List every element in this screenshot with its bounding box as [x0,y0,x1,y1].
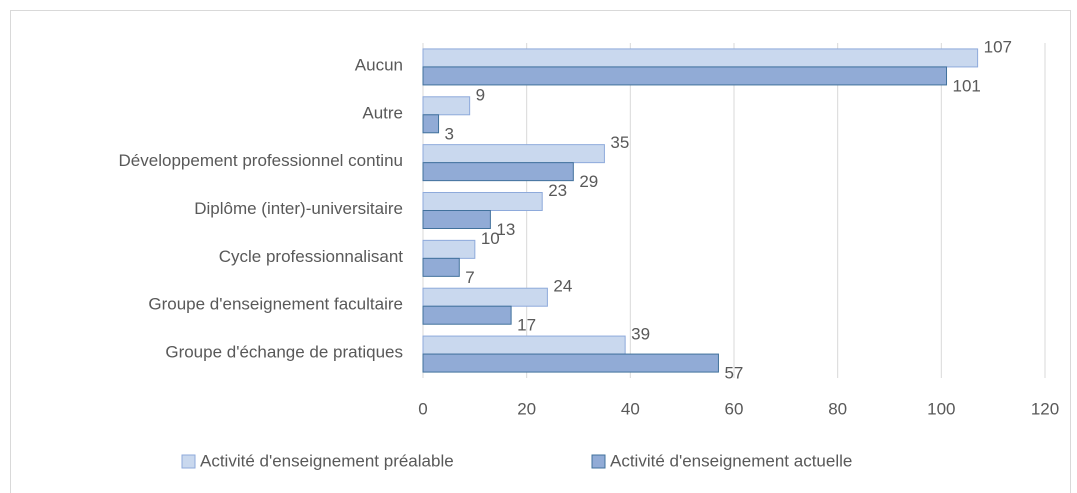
data-label: 24 [553,277,572,296]
x-tick-label: 40 [621,399,640,418]
data-label: 7 [465,268,474,287]
bar [422,353,719,373]
bar [422,96,471,116]
bar [422,239,476,259]
x-tick-label: 80 [828,399,847,418]
data-label: 101 [953,76,981,95]
y-tick-label: Diplôme (inter)-universitaire [194,199,403,218]
legend-label: Activité d'enseignement actuelle [610,451,852,470]
data-label: 13 [496,220,515,239]
bar [422,192,543,211]
legend-swatch [181,454,196,469]
bar [422,335,626,355]
bar [422,287,548,307]
x-tick-label: 20 [517,399,536,418]
data-label: 9 [476,85,485,104]
bar [422,257,460,277]
data-label: 10 [481,229,500,248]
y-tick-label: Développement professionnel continu [119,151,403,170]
data-label: 35 [610,133,629,152]
bar [422,144,605,164]
legend-swatch [591,454,606,469]
x-tick-label: 60 [725,399,744,418]
data-label: 107 [984,37,1012,56]
x-tick-label: 0 [418,399,427,418]
bar [422,48,979,68]
data-label: 57 [724,364,743,383]
y-tick-label: Aucun [355,55,403,74]
y-tick-label: Groupe d'échange de pratiques [165,343,403,362]
y-tick-label: Autre [362,103,403,122]
y-tick-label: Cycle professionnalisant [219,247,404,266]
bar [422,114,440,134]
legend-label: Activité d'enseignement préalable [200,451,454,470]
data-label: 3 [445,124,454,143]
data-label: 17 [517,316,536,335]
bar [422,162,574,182]
chart-border [10,10,1071,493]
bar [422,210,491,229]
x-tick-label: 120 [1031,399,1059,418]
x-tick-label: 100 [927,399,955,418]
bar [422,305,512,325]
data-label: 29 [579,172,598,191]
data-label: 39 [631,325,650,344]
y-tick-label: Groupe d'enseignement facultaire [148,295,403,314]
bar [422,66,948,86]
data-label: 23 [548,181,567,200]
